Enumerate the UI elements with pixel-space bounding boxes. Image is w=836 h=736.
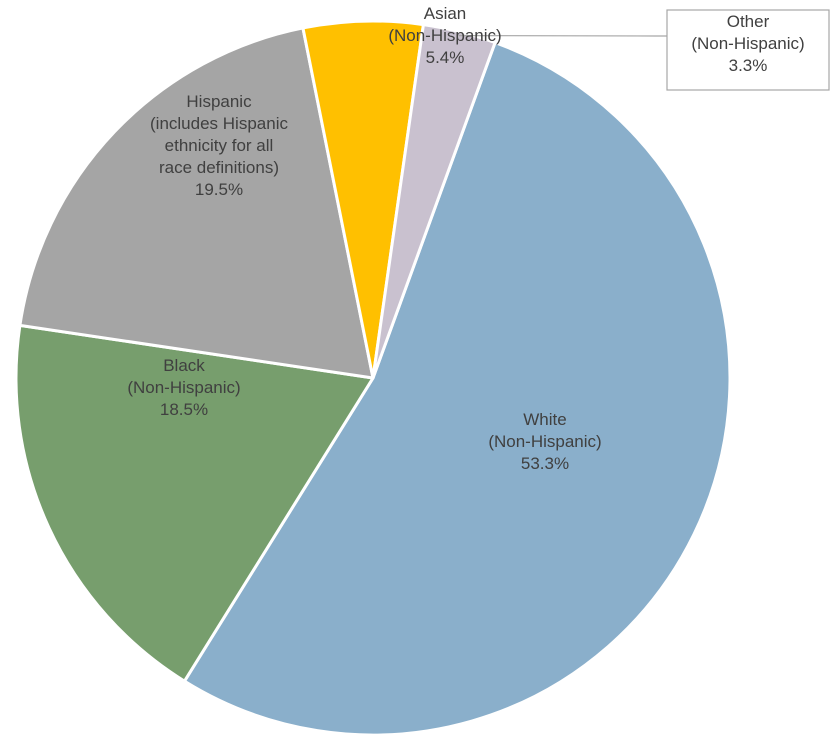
- slice-label-line: (Non-Hispanic): [488, 432, 601, 451]
- slice-labels: White (Non-Hispanic) 53.3% Black (Non-Hispan…: [127, 4, 830, 473]
- slice-label-line: (includes Hispanic: [150, 114, 288, 133]
- slice-label-hispanic: Hispanic (includes Hispanic ethnicity for …: [150, 92, 288, 199]
- slice-label-black: Black (Non-Hispanic) 18.5%: [127, 356, 240, 419]
- callout-box-other: [666, 9, 830, 91]
- slice-label-line: race definitions): [159, 158, 279, 177]
- slice-value-label: 3.3%: [729, 56, 768, 75]
- slice-value-label: 53.3%: [521, 454, 569, 473]
- pie-slices: [14, 19, 732, 736]
- slice-label-line: Other: [727, 12, 770, 31]
- slice-value-label: 19.5%: [195, 180, 243, 199]
- slice-label-line: (Non-Hispanic): [127, 378, 240, 397]
- slice-label-line: ethnicity for all: [165, 136, 274, 155]
- slice-label-line: White: [523, 410, 566, 429]
- pie-slice-black: [14, 323, 375, 683]
- slice-label-other: Other (Non-Hispanic) 3.3%: [691, 12, 804, 75]
- slice-label-line: (Non-Hispanic): [691, 34, 804, 53]
- pie-slice-white: [182, 41, 732, 736]
- slice-label-line: Hispanic: [186, 92, 252, 111]
- slice-label-asian: Asian (Non-Hispanic) 5.4%: [388, 4, 501, 67]
- slice-value-label: 5.4%: [426, 48, 465, 67]
- slice-value-label: 18.5%: [160, 400, 208, 419]
- slice-label-line: Black: [163, 356, 205, 375]
- slice-label-white: White (Non-Hispanic) 53.3%: [488, 410, 601, 473]
- pie-slice-other: [371, 23, 497, 380]
- slice-label-line: (Non-Hispanic): [388, 26, 501, 45]
- slice-label-line: Asian: [424, 4, 467, 23]
- pie-slice-hispanic: [18, 26, 375, 380]
